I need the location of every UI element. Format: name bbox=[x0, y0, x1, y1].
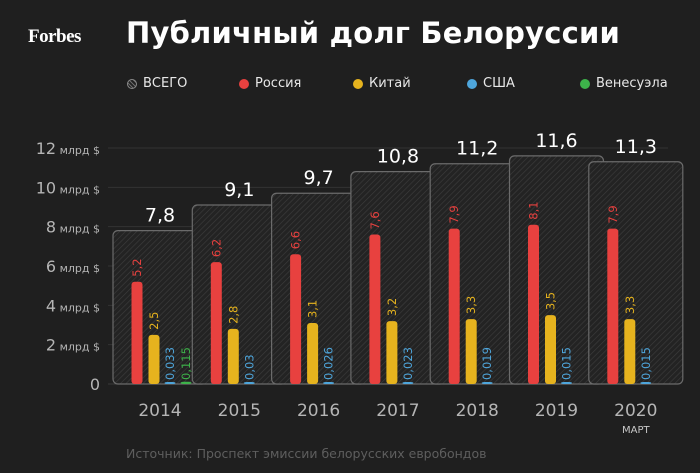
chart-legend: ВСЕГО Россия Китай США Венесуэла bbox=[0, 76, 700, 100]
bar-value-label: 0,015 bbox=[639, 347, 653, 380]
bar-value-label: 0,033 bbox=[163, 347, 177, 380]
bar-value-label: 0,023 bbox=[401, 347, 415, 380]
total-bar bbox=[588, 161, 684, 385]
x-tick-label: 2019 bbox=[535, 401, 578, 421]
series-bar-0 bbox=[369, 234, 381, 384]
legend-label: Россия bbox=[255, 76, 302, 91]
page-title: Публичный долг Белоруссии bbox=[126, 16, 621, 50]
series-bar-1 bbox=[624, 319, 636, 384]
legend-label: США bbox=[483, 76, 515, 91]
bar-value-label: 3,5 bbox=[544, 292, 558, 310]
series-bar-1 bbox=[386, 321, 398, 384]
series-bar-1 bbox=[545, 315, 556, 384]
series-bar-2 bbox=[323, 382, 335, 384]
series-bar-1 bbox=[227, 328, 239, 384]
series-bar-1 bbox=[465, 319, 477, 384]
y-tick-label: 6 млрд $ bbox=[46, 257, 100, 276]
source-note: Источник: Проспект эмиссии белорусских е… bbox=[126, 446, 487, 461]
total-label: 10,8 bbox=[377, 146, 419, 168]
bar-value-label: 0,115 bbox=[179, 347, 193, 380]
legend-item-russia: Россия bbox=[239, 76, 301, 91]
legend-label: Китай bbox=[369, 76, 411, 91]
legend-label: Венесуэла bbox=[596, 76, 668, 91]
bar-value-label: 6,2 bbox=[209, 239, 223, 257]
total-label: 11,6 bbox=[535, 130, 577, 152]
y-tick-label: 8 млрд $ bbox=[46, 218, 100, 237]
y-tick-label: 2 млрд $ bbox=[46, 336, 100, 355]
series-bar-3 bbox=[180, 381, 192, 384]
x-tick-label: 2014 bbox=[138, 401, 181, 421]
x-tick-label: 2017 bbox=[376, 401, 419, 421]
legend-swatch-china bbox=[353, 78, 363, 89]
series-bar-2 bbox=[402, 382, 414, 384]
x-tick-sublabel: МАРТ bbox=[622, 425, 650, 436]
bar-value-label: 7,9 bbox=[606, 205, 620, 223]
y-tick-label: 12 млрд $ bbox=[36, 139, 100, 158]
bar-value-label: 8,1 bbox=[527, 201, 541, 219]
y-tick-label: 10 млрд $ bbox=[36, 178, 100, 197]
bar-value-label: 3,3 bbox=[464, 296, 478, 314]
series-bar-0 bbox=[210, 262, 222, 384]
bar-value-label: 0,03 bbox=[242, 354, 256, 380]
x-tick-label: 2016 bbox=[297, 401, 340, 421]
bar-value-label: 3,3 bbox=[623, 296, 637, 314]
legend-item-china: Китай bbox=[353, 76, 411, 91]
series-bar-0 bbox=[131, 281, 143, 384]
series-bar-0 bbox=[290, 254, 302, 384]
bar-value-label: 7,6 bbox=[368, 211, 382, 229]
series-bar-2 bbox=[481, 382, 493, 384]
bar-value-label: 0,015 bbox=[560, 347, 574, 380]
bar-value-label: 0,019 bbox=[480, 347, 494, 380]
debt-chart: 0 2 млрд $ 4 млрд $ 6 млрд $ 8 млрд $ 10 млрд… bbox=[36, 130, 684, 436]
legend-swatch-venezuela bbox=[580, 78, 590, 89]
legend-item-usa: США bbox=[467, 76, 515, 91]
bar-value-label: 5,2 bbox=[130, 258, 144, 276]
series-bar-1 bbox=[148, 334, 160, 384]
series-bar-0 bbox=[528, 224, 539, 384]
total-label: 11,3 bbox=[615, 136, 657, 158]
total-label: 7,8 bbox=[145, 205, 175, 227]
bar-value-label: 0,026 bbox=[322, 347, 336, 380]
total-label: 11,2 bbox=[456, 138, 498, 160]
y-tick-label: 0 bbox=[90, 375, 100, 394]
series-bar-2 bbox=[243, 382, 255, 384]
series-bar-1 bbox=[307, 323, 319, 384]
bar-value-label: 2,5 bbox=[147, 312, 161, 330]
series-bar-0 bbox=[448, 228, 460, 384]
bar-value-label: 2,8 bbox=[226, 306, 240, 324]
x-tick-label: 2020 bbox=[614, 401, 657, 421]
series-bar-0 bbox=[607, 228, 619, 384]
legend-label: ВСЕГО bbox=[143, 76, 188, 91]
x-tick-label: 2015 bbox=[218, 401, 261, 421]
legend-swatch-total bbox=[127, 78, 137, 89]
total-label: 9,7 bbox=[303, 167, 333, 189]
series-bar-2 bbox=[164, 382, 176, 384]
x-tick-label: 2018 bbox=[456, 401, 499, 421]
legend-item-total: ВСЕГО bbox=[127, 76, 187, 91]
bar-value-label: 3,2 bbox=[385, 298, 399, 316]
legend-swatch-usa bbox=[467, 78, 477, 89]
series-bar-2 bbox=[561, 382, 572, 384]
legend-item-venezuela: Венесуэла bbox=[580, 76, 668, 91]
series-bar-2 bbox=[640, 382, 652, 384]
total-label: 9,1 bbox=[224, 179, 254, 201]
legend-swatch-russia bbox=[239, 78, 249, 89]
bar-value-label: 3,1 bbox=[306, 300, 320, 318]
y-tick-label: 4 млрд $ bbox=[46, 296, 100, 315]
bar-value-label: 7,9 bbox=[447, 205, 461, 223]
forbes-logo: Forbes bbox=[28, 26, 81, 47]
bar-value-label: 6,6 bbox=[289, 231, 303, 249]
